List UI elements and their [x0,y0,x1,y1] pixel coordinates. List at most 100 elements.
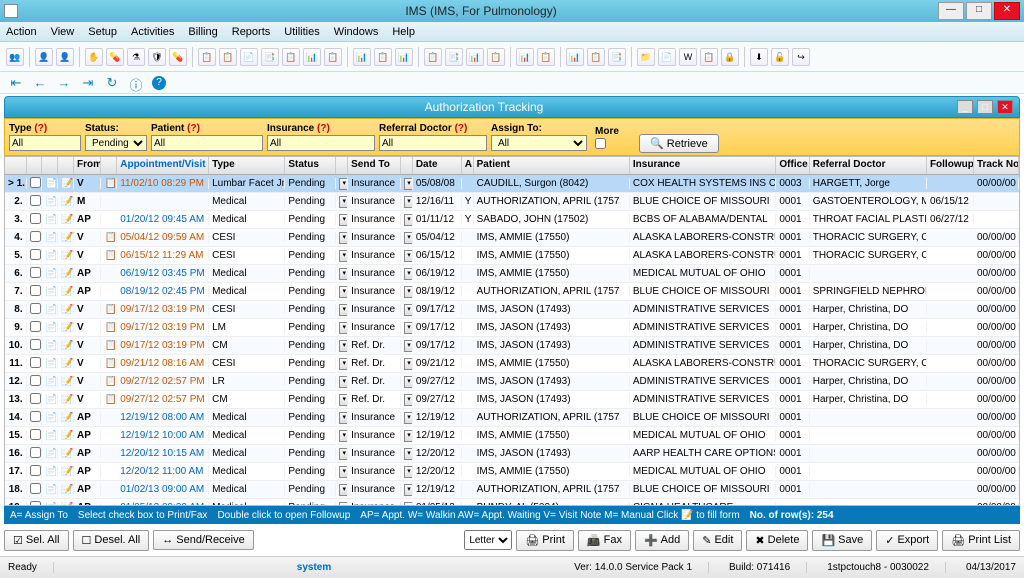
tool-icon[interactable]: 👥 [6,48,24,66]
row-checkbox[interactable] [30,501,41,506]
sendto-dropdown[interactable]: ▾ [404,214,413,226]
note-icon[interactable]: 📝 [58,214,74,225]
sendto-dropdown[interactable]: ▾ [404,178,413,190]
note-icon[interactable]: 📝 [58,358,74,369]
sendto-dropdown[interactable]: ▾ [404,232,413,244]
tool-icon[interactable]: 📊 [303,48,321,66]
doc-icon[interactable]: 📄 [42,376,58,387]
status-dropdown[interactable]: ▾ [339,502,348,505]
retrieve-button[interactable]: 🔍 Retrieve [639,134,719,153]
row-checkbox[interactable] [30,465,41,476]
menu-billing[interactable]: Billing [188,26,217,38]
col-type[interactable]: Type [209,157,285,174]
tool-icon[interactable]: 📋 [324,48,342,66]
menu-utilities[interactable]: Utilities [284,26,319,38]
col-patient[interactable]: Patient [474,157,630,174]
note-icon[interactable]: 📝 [58,232,74,243]
inner-max-button[interactable]: □ [977,100,993,114]
note-icon[interactable]: 📝 [58,466,74,477]
tool-icon[interactable]: 📋 [487,48,505,66]
doc-icon[interactable]: 📄 [42,286,58,297]
table-row[interactable]: 12.📄📝V📋09/27/12 02:57 PMLRPending▾Ref. D… [5,373,1019,391]
note-icon[interactable]: 📝 [58,340,74,351]
col-sendto[interactable]: Send To [348,157,401,174]
table-row[interactable]: 17.📄📝AP12/20/12 11:00 AMMedicalPending▾I… [5,463,1019,481]
sendto-dropdown[interactable]: ▾ [404,322,413,334]
status-dropdown[interactable]: ▾ [339,412,348,424]
status-select[interactable]: Pending [85,135,147,151]
note-icon[interactable]: 📝 [58,250,74,261]
table-row[interactable]: 9.📄📝V📋09/17/12 03:19 PMLMPending▾Insuran… [5,319,1019,337]
note-icon[interactable]: 📝 [58,430,74,441]
menu-action[interactable]: Action [6,26,37,38]
row-checkbox[interactable] [30,483,41,494]
status-dropdown[interactable]: ▾ [339,304,348,316]
table-row[interactable]: 7.📄📝AP08/19/12 02:45 PMMedicalPending▾In… [5,283,1019,301]
table-row[interactable]: 2.📄📝MMedicalPending▾Insurance▾12/16/11YA… [5,193,1019,211]
nav-info-icon[interactable]: ⓘ [128,75,144,91]
doc-icon[interactable]: 📄 [42,466,58,477]
doc-icon[interactable]: 📄 [42,394,58,405]
tool-icon[interactable]: 📋 [587,48,605,66]
table-row[interactable]: 11.📄📝V📋09/21/12 08:16 AMCESIPending▾Ref.… [5,355,1019,373]
table-row[interactable]: 4.📄📝V📋05/04/12 09:59 AMCESIPending▾Insur… [5,229,1019,247]
sendto-dropdown[interactable]: ▾ [404,466,413,478]
status-dropdown[interactable]: ▾ [339,322,348,334]
sendrec-button[interactable]: ↔ Send/Receive [153,530,254,550]
tool-icon[interactable]: 👤 [56,48,74,66]
row-checkbox[interactable] [30,357,41,368]
tool-icon[interactable]: 📋 [219,48,237,66]
doc-icon[interactable]: 📄 [42,178,58,189]
more-checkbox[interactable] [595,138,606,149]
status-dropdown[interactable]: ▾ [339,268,348,280]
row-checkbox[interactable] [30,339,41,350]
tool-icon[interactable]: 📄 [240,48,258,66]
table-row[interactable]: 10.📄📝V📋09/17/12 03:19 PMCMPending▾Ref. D… [5,337,1019,355]
sendto-dropdown[interactable]: ▾ [404,448,413,460]
status-dropdown[interactable]: ▾ [339,286,348,298]
nav-next-icon[interactable]: → [56,75,72,91]
doc-icon[interactable]: 📄 [42,412,58,423]
col-trackno[interactable]: Track No. [974,157,1019,174]
tool-icon[interactable]: 📑 [261,48,279,66]
nav-prev-icon[interactable]: ← [32,75,48,91]
note-icon[interactable]: 📝 [58,286,74,297]
sendto-dropdown[interactable]: ▾ [404,286,413,298]
table-row[interactable]: 13.📄📝V📋09/27/12 02:57 PMCMPending▾Ref. D… [5,391,1019,409]
tool-icon[interactable]: 📊 [516,48,534,66]
note-icon[interactable]: 📝 [58,304,74,315]
note-icon[interactable]: 📝 [58,268,74,279]
sendto-dropdown[interactable]: ▾ [404,394,413,406]
tool-icon[interactable]: ✋ [85,48,103,66]
status-dropdown[interactable]: ▾ [339,430,348,442]
status-dropdown[interactable]: ▾ [339,376,348,388]
col-insurance[interactable]: Insurance [630,157,776,174]
col-office[interactable]: Office [776,157,809,174]
table-row[interactable]: 5.📄📝V📋06/15/12 11:29 AMCESIPending▾Insur… [5,247,1019,265]
table-row[interactable]: 8.📄📝V📋09/17/12 03:19 PMCESIPending▾Insur… [5,301,1019,319]
row-checkbox[interactable] [30,375,41,386]
doc-icon[interactable]: 📄 [42,268,58,279]
tool-icon[interactable]: 📑 [445,48,463,66]
menu-view[interactable]: View [51,26,75,38]
fax-button[interactable]: 📠 Fax [578,530,631,551]
doc-icon[interactable]: 📄 [42,250,58,261]
assign-select[interactable]: All [491,135,587,151]
tool-icon[interactable]: 📊 [466,48,484,66]
insurance-input[interactable] [267,135,375,151]
tool-icon[interactable]: 📋 [374,48,392,66]
delete-button[interactable]: ✖ Delete [746,530,808,551]
sendto-dropdown[interactable]: ▾ [404,358,413,370]
grid-body[interactable]: > 1.📄📝V📋11/02/10 08:29 PMLumbar Facet Jn… [5,175,1019,505]
menu-setup[interactable]: Setup [88,26,117,38]
refdr-input[interactable] [379,135,487,151]
printlist-button[interactable]: 🖨 Print List [942,530,1020,551]
doc-icon[interactable]: 📄 [42,448,58,459]
inner-min-button[interactable]: _ [957,100,973,114]
tool-icon[interactable]: 📑 [608,48,626,66]
doc-icon[interactable]: 📄 [42,430,58,441]
tool-icon[interactable]: 📊 [566,48,584,66]
note-icon[interactable]: 📝 [58,484,74,495]
table-row[interactable]: 6.📄📝AP06/19/12 03:45 PMMedicalPending▾In… [5,265,1019,283]
sendto-dropdown[interactable]: ▾ [404,502,413,505]
